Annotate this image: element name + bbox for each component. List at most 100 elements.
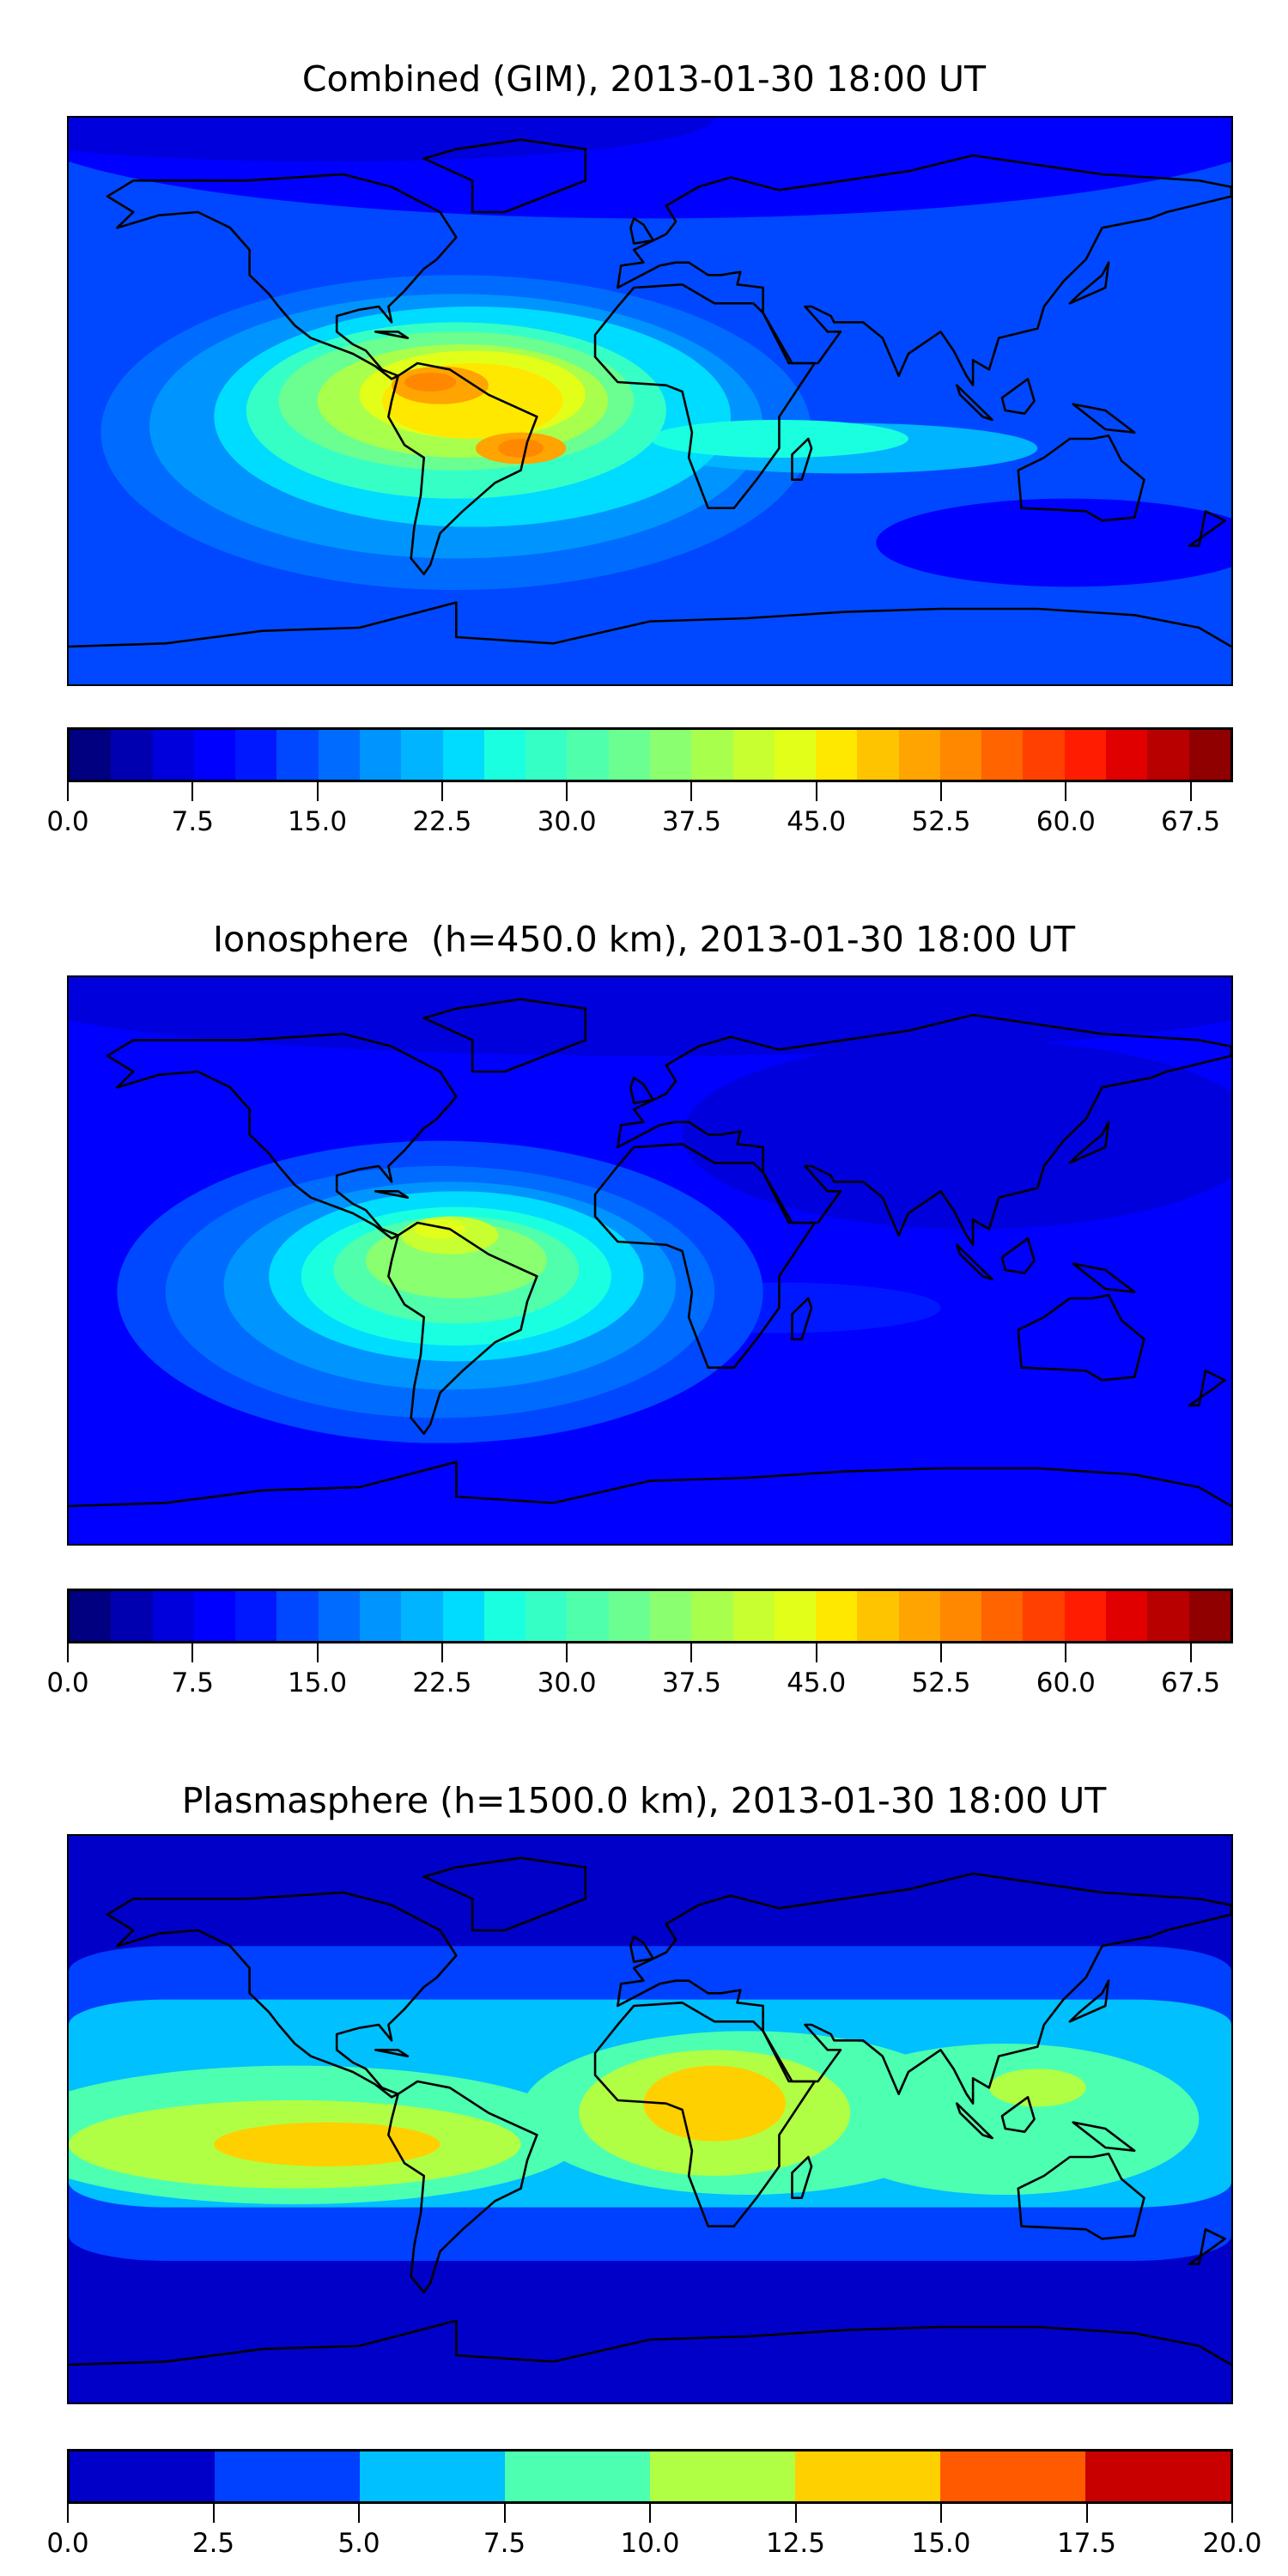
coastline-great-britain (630, 1078, 653, 1103)
map-svg (69, 1836, 1231, 2403)
colorbar-segment (816, 730, 858, 780)
colorbar-segment (442, 730, 484, 780)
colorbar-segment (70, 2451, 215, 2501)
colorbar-segment (1147, 1591, 1189, 1641)
colorbar-segment (442, 1591, 484, 1641)
colorbar-segment (193, 1591, 236, 1641)
coastline-antarctica (69, 603, 1231, 647)
colorbar-tick (1085, 2504, 1088, 2523)
colorbar-tick-label: 5.0 (337, 2528, 380, 2559)
coastline-north-america (107, 1034, 456, 1238)
coastline-great-britain (630, 1936, 653, 1961)
colorbar-tick-label: 0.0 (46, 1668, 89, 1698)
colorbar-segment (691, 1591, 733, 1641)
contour-level-region (643, 2065, 786, 2142)
colorbar-tick-label: 7.5 (483, 2528, 526, 2559)
colorbar-tick (1231, 2504, 1233, 2523)
colorbar-segment (608, 730, 650, 780)
coastline-south-america (388, 1223, 537, 1434)
coastline-greenland (424, 999, 586, 1072)
colorbar-tick-label: 20.0 (1202, 2528, 1262, 2559)
map-svg (69, 118, 1231, 684)
colorbar-segment (1023, 730, 1065, 780)
colorbar-tick-label: 67.5 (1161, 806, 1221, 837)
colorbar-tick (690, 782, 693, 801)
colorbar-tick-label: 15.0 (288, 1668, 348, 1698)
coastline-japan (1070, 1981, 1109, 2022)
colorbar-tick-label: 15.0 (288, 806, 348, 837)
contour-level-region (498, 439, 544, 458)
colorbar-segment (152, 1591, 194, 1641)
coastline-borneo (1002, 379, 1035, 413)
coastline-eurasia (617, 1874, 1231, 2104)
coastline-greenland (424, 140, 586, 212)
colorbar-segment (898, 730, 940, 780)
colorbar-tick-label: 60.0 (1036, 1668, 1096, 1698)
colorbar-tick-label: 37.5 (661, 1668, 721, 1698)
colorbar-segment (1064, 1591, 1107, 1641)
colorbar-segment (939, 730, 982, 780)
colorbar-segment (795, 2451, 940, 2501)
tec-map-plasmasphere (67, 1834, 1233, 2404)
colorbar-tick (316, 1643, 319, 1662)
colorbar-ionosphere (67, 1589, 1233, 1643)
colorbar-segment (1064, 730, 1107, 780)
colorbar-segment (649, 1591, 692, 1641)
coastline-new-zealand (1189, 2229, 1224, 2263)
colorbar-segment (235, 1591, 277, 1641)
colorbar-tick-label: 12.5 (765, 2528, 826, 2559)
colorbar-tick (815, 1643, 817, 1662)
colorbar-tick-label: 45.0 (787, 1668, 847, 1698)
colorbar-tick-label: 30.0 (537, 1668, 597, 1698)
colorbar-segment (816, 1591, 858, 1641)
colorbar-tick (566, 1643, 568, 1662)
chart-title: Plasmasphere (h=1500.0 km), 2013-01-30 1… (181, 1780, 1107, 1821)
colorbar-segment (774, 730, 817, 780)
coastline-new-guinea (1073, 1264, 1134, 1292)
colorbar-tick-label: 52.5 (911, 1668, 971, 1698)
coastline-borneo (1002, 1238, 1035, 1273)
colorbar-tick-label: 7.5 (171, 806, 214, 837)
colorbar-segment (1188, 1591, 1230, 1641)
colorbar-segment (774, 1591, 817, 1641)
map-svg (69, 977, 1231, 1544)
colorbar-tick (940, 782, 942, 801)
colorbar-tick (690, 1643, 693, 1662)
coastline-new-zealand (1189, 1370, 1224, 1405)
coastline-sumatra (957, 386, 992, 420)
colorbar-tick (940, 1643, 942, 1662)
colorbar-segment (1106, 730, 1148, 780)
colorbar-segment (939, 1591, 982, 1641)
colorbar-tick (1065, 782, 1067, 801)
coastline-cuba (375, 2050, 408, 2056)
coastline-cuba (375, 331, 408, 337)
colorbar-tick (440, 782, 443, 801)
colorbar-segment (483, 730, 526, 780)
colorbar-tick-label: 22.5 (412, 1668, 472, 1698)
coastline-new-guinea (1073, 404, 1134, 433)
colorbar-segment (526, 730, 568, 780)
colorbar-tick (191, 1643, 194, 1662)
colorbar-segment (360, 2451, 505, 2501)
colorbar-tick (67, 1643, 69, 1662)
coastline-new-guinea (1073, 2123, 1134, 2151)
coastline-antarctica (69, 1462, 1231, 1506)
contour-level-region (811, 2044, 1200, 2195)
colorbar-segment (483, 1591, 526, 1641)
coastline-greenland (424, 1858, 586, 1930)
colorbar-tick (67, 2504, 69, 2523)
colorbar-segment (567, 1591, 609, 1641)
coastline-new-zealand (1189, 511, 1224, 545)
colorbar-segment (359, 730, 402, 780)
coastline-antarctica (69, 2321, 1231, 2365)
contour-level-region (69, 118, 715, 162)
colorbar-segment (1188, 730, 1230, 780)
colorbar-tick (316, 782, 319, 801)
coastline-australia (1018, 435, 1145, 520)
colorbar-tick-label: 37.5 (661, 806, 721, 837)
colorbar-tick-label: 52.5 (911, 806, 971, 837)
coastline-sumatra (957, 2104, 992, 2138)
colorbar-segment (526, 1591, 568, 1641)
colorbar-tick (67, 782, 69, 801)
colorbar-tick (649, 2504, 651, 2523)
